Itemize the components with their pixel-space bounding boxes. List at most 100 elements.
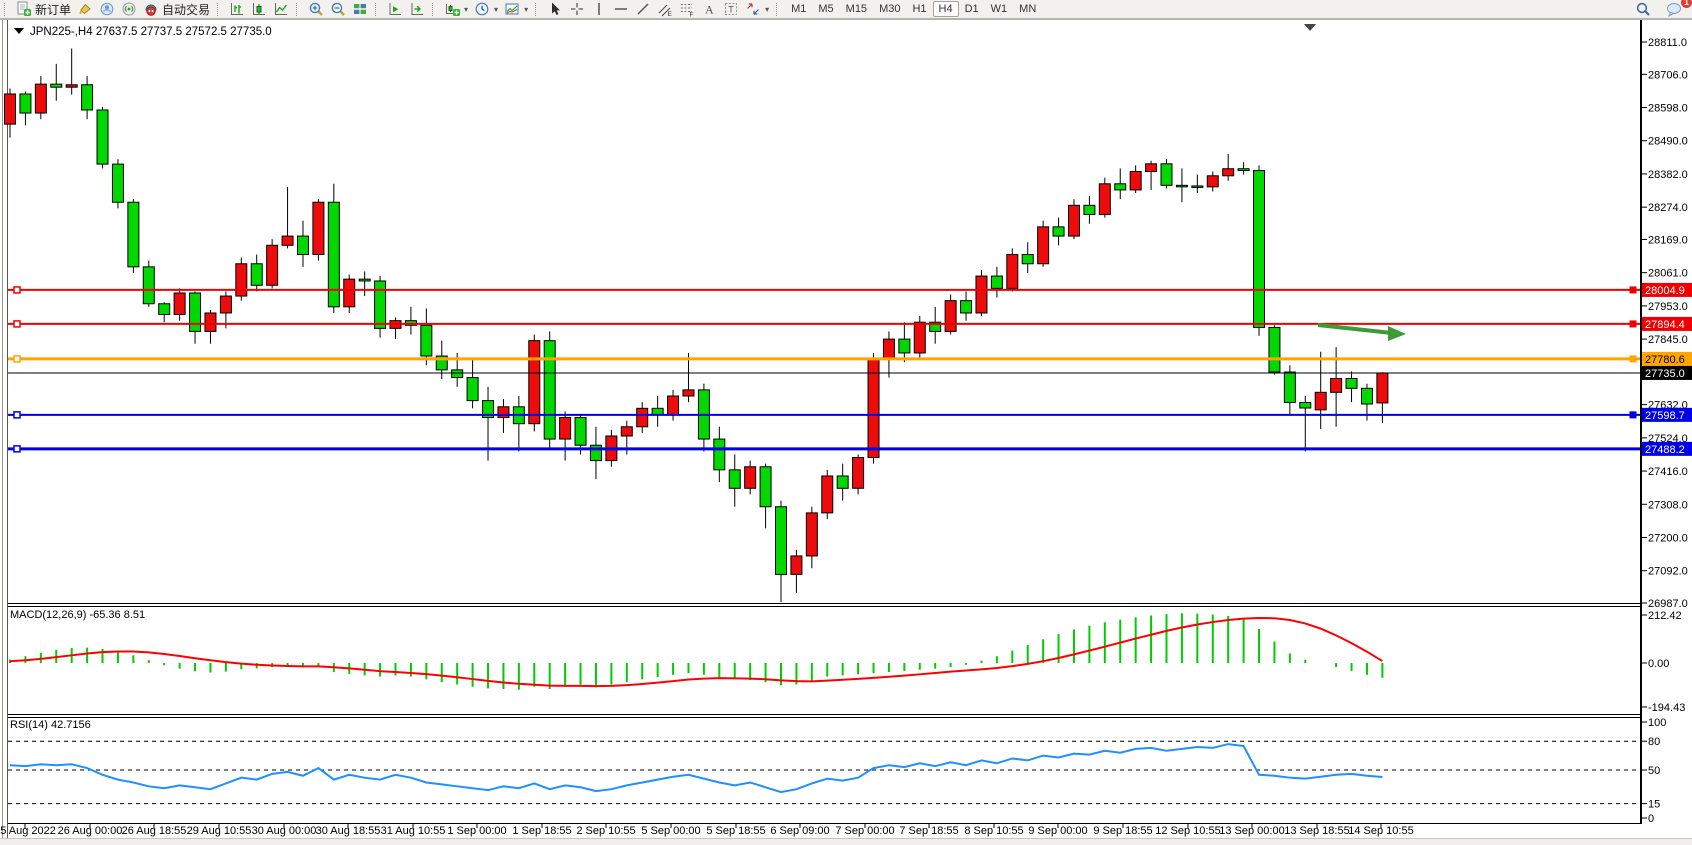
svg-text:100: 100 (1648, 717, 1666, 729)
auto-scroll-button[interactable] (384, 1, 406, 18)
tf-h4-button[interactable]: H4 (932, 1, 959, 17)
shift-icon (409, 1, 425, 17)
tf-w1-button[interactable]: W1 (985, 1, 1014, 17)
svg-text:27200.0: 27200.0 (1648, 532, 1688, 544)
svg-text:15: 15 (1648, 799, 1660, 811)
zoom-out-button[interactable] (327, 1, 349, 18)
svg-text:27524.0: 27524.0 (1648, 433, 1688, 445)
button-label: M15 (845, 3, 868, 15)
text-label-button[interactable]: T (720, 1, 742, 18)
cursor-icon (547, 1, 563, 17)
algo-icon (143, 1, 159, 17)
svg-text:27894.4: 27894.4 (1645, 319, 1685, 331)
periods-button[interactable]: ▾ (471, 1, 501, 18)
tf-d1-button[interactable]: D1 (959, 1, 985, 17)
cursor-button[interactable] (544, 1, 566, 18)
toolbar-group-grip (535, 2, 541, 16)
trendline-button[interactable] (632, 1, 654, 18)
svg-text:25 Aug 2022: 25 Aug 2022 (0, 825, 56, 837)
svg-text:28490.0: 28490.0 (1648, 136, 1688, 148)
templates-button[interactable]: ▾ (501, 1, 531, 18)
vline-icon (591, 1, 607, 17)
styler-button[interactable] (74, 1, 96, 18)
tile-windows-button[interactable] (349, 1, 371, 18)
magnifier-icon (1635, 1, 1651, 17)
svg-text:28004.9: 28004.9 (1645, 285, 1685, 297)
svg-text:27735.0: 27735.0 (1645, 368, 1685, 380)
new-chart-button[interactable]: ▾ (441, 1, 471, 18)
tf-m30-button[interactable]: M30 (873, 1, 906, 17)
svg-text:27953.0: 27953.0 (1648, 301, 1688, 313)
chat-button[interactable]: 1 (1662, 0, 1692, 18)
hline-icon (613, 1, 629, 17)
toolbar-group-grip (432, 2, 438, 16)
crosshair-button[interactable] (566, 1, 588, 18)
new-order-button[interactable]: 新订单 (13, 1, 74, 18)
bucket-icon (77, 1, 93, 17)
svg-text:28169.0: 28169.0 (1648, 234, 1688, 246)
chart-shift-marker[interactable] (1304, 24, 1316, 31)
tf-mn-button[interactable]: MN (1013, 1, 1042, 17)
status-strip (0, 838, 1692, 845)
vertical-line-button[interactable] (588, 1, 610, 18)
macd-label: MACD(12,26,9) -65.36 8.51 (10, 609, 145, 621)
tf-m1-button[interactable]: M1 (785, 1, 812, 17)
toolbar-group-grip (296, 2, 302, 16)
arrows-icon (745, 1, 761, 17)
tile-icon (352, 1, 368, 17)
signal-icon (121, 1, 137, 17)
horizontal-line-objects[interactable]: 28004.9 27894.4 27780.6 27735.0 27598.7 27488… (8, 282, 1692, 456)
svg-text:28706.0: 28706.0 (1648, 69, 1688, 81)
profile-button[interactable] (96, 1, 118, 18)
price-axis[interactable]: 28811.0 28706.0 28598.0 28490.0 28382.0 28274… (1640, 20, 1692, 824)
button-label: W1 (990, 3, 1008, 15)
button-label: M30 (879, 3, 901, 15)
rsi-label: RSI(14) 42.7156 (10, 719, 91, 731)
button-label: H4 (938, 3, 953, 15)
channel-button[interactable]: E (654, 1, 676, 18)
text-button[interactable]: A (698, 1, 720, 18)
toolbar-right-group: 1 (1632, 0, 1692, 18)
tf-m5-button[interactable]: M5 (812, 1, 839, 17)
chevron-down-icon: ▾ (464, 4, 469, 14)
pane-separators[interactable] (8, 603, 1640, 824)
svg-text:0.00: 0.00 (1648, 658, 1669, 670)
signals-button[interactable] (118, 1, 140, 18)
svg-text:80: 80 (1648, 736, 1660, 748)
svg-text:28274.0: 28274.0 (1648, 202, 1688, 214)
macd-signal-line (9, 616, 1383, 688)
arrows-button[interactable]: ▾ (742, 1, 772, 18)
toolbar-group-grip (776, 2, 782, 16)
svg-text:27416.0: 27416.0 (1648, 466, 1688, 478)
chart-shift-button[interactable] (406, 1, 428, 18)
tf-m15-button[interactable]: M15 (840, 1, 873, 17)
tf-h1-button[interactable]: H1 (906, 1, 932, 17)
svg-text:E: E (668, 11, 673, 17)
rsi-pane: 100 80 50 15 0 RSI(14) 42.7156 (8, 717, 1666, 825)
bar-chart-button[interactable] (226, 1, 248, 18)
zoom-in-button[interactable] (305, 1, 327, 18)
algo-trading-button[interactable]: 自动交易 (140, 1, 213, 18)
profile-icon (99, 1, 115, 17)
chevron-down-icon: ▾ (524, 4, 529, 14)
trend-icon (635, 1, 651, 17)
svg-text:28382.0: 28382.0 (1648, 169, 1688, 181)
line-chart-button[interactable] (270, 1, 292, 18)
fibonacci-button[interactable]: F (676, 1, 698, 18)
svg-text:13 Sep 18:55: 13 Sep 18:55 (1284, 825, 1349, 837)
zoom-in-icon (308, 1, 324, 17)
candle-chart-button[interactable] (248, 1, 270, 18)
trend-arrow-object[interactable] (1317, 323, 1406, 341)
time-axis[interactable]: 25 Aug 2022 26 Aug 00:00 26 Aug 18:55 29 Au… (0, 824, 1414, 837)
horizontal-line-button[interactable] (610, 1, 632, 18)
toolbar-group-grip (4, 2, 10, 16)
svg-text:0: 0 (1648, 813, 1654, 825)
svg-text:1 Sep 18:55: 1 Sep 18:55 (512, 825, 571, 837)
svg-text:T: T (728, 5, 734, 15)
template-icon (504, 1, 520, 17)
channel-icon: E (657, 1, 673, 17)
svg-text:5 Sep 00:00: 5 Sep 00:00 (641, 825, 700, 837)
search-button[interactable] (1632, 1, 1654, 18)
